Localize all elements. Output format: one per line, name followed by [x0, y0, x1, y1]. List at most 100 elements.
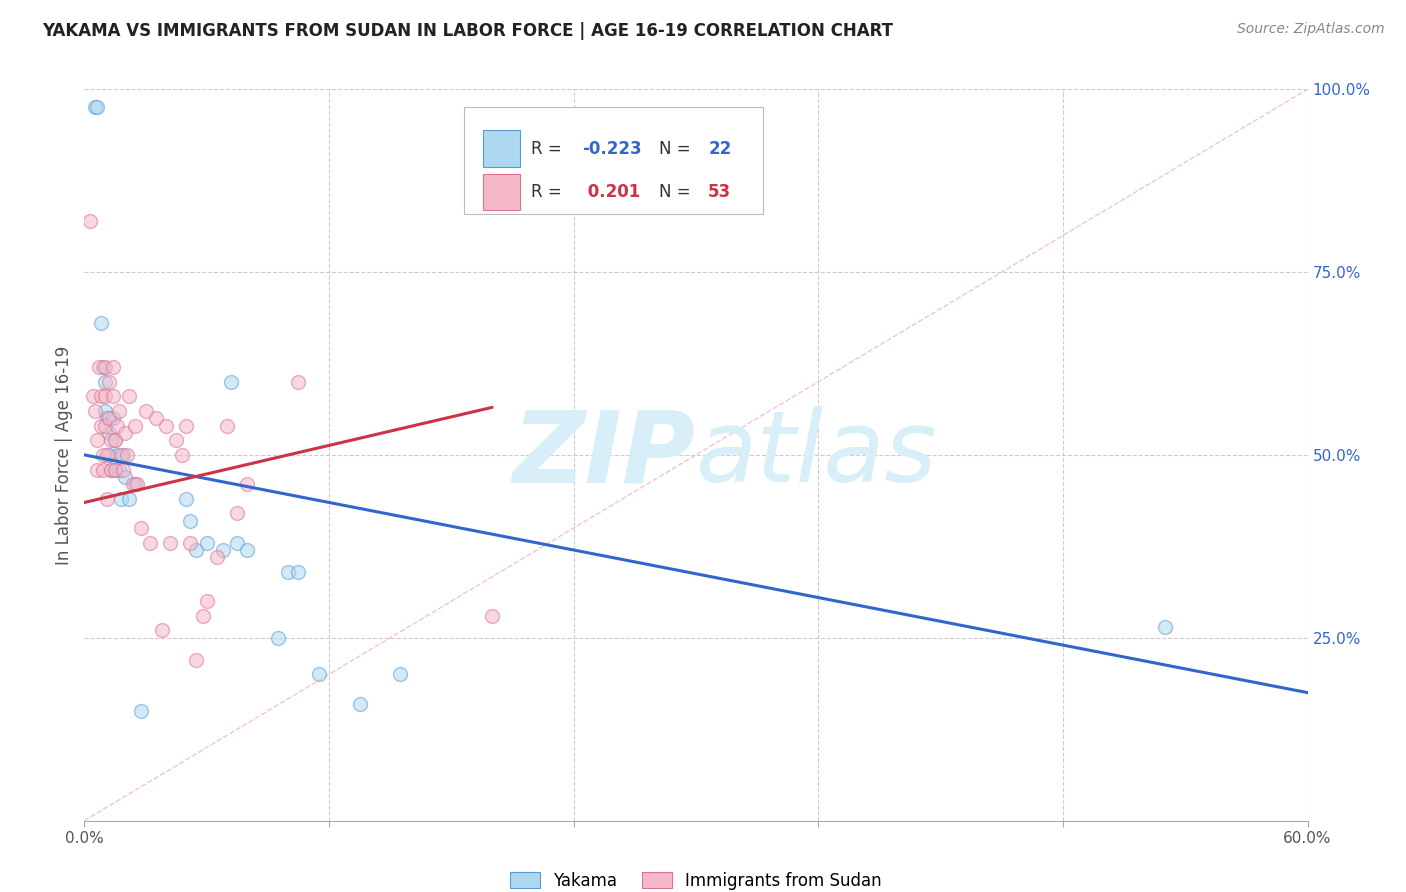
Point [86, 434, 108, 448]
Point [135, 404, 157, 418]
Point [112, 462, 135, 476]
Point [108, 404, 131, 418]
Text: Source: ZipAtlas.com: Source: ZipAtlas.com [1237, 22, 1385, 37]
Point [83, 101, 105, 115]
Text: 53: 53 [709, 183, 731, 201]
Point [101, 411, 124, 425]
Point [118, 389, 141, 403]
Point [124, 477, 146, 491]
Point [112, 448, 135, 462]
Point [93, 418, 117, 433]
Text: N =: N = [659, 140, 696, 158]
Point [179, 535, 201, 549]
Point [97, 448, 120, 462]
Point [104, 434, 127, 448]
Point [91, 360, 114, 375]
Point [131, 521, 153, 535]
Point [97, 411, 120, 425]
Point [176, 491, 198, 506]
Point [212, 543, 235, 558]
Point [86, 462, 108, 476]
Point [122, 477, 145, 491]
Point [101, 389, 124, 403]
Point [226, 535, 249, 549]
Point [172, 448, 194, 462]
Point [1154, 620, 1177, 634]
Text: R =: R = [531, 140, 567, 158]
Point [138, 535, 160, 549]
Point [127, 477, 149, 491]
Point [287, 565, 309, 579]
Point [219, 375, 242, 389]
Text: R =: R = [531, 183, 567, 201]
Point [96, 491, 118, 506]
Point [100, 434, 122, 448]
Legend: Yakama, Immigrants from Sudan: Yakama, Immigrants from Sudan [503, 865, 889, 892]
Point [236, 477, 259, 491]
Text: -0.223: -0.223 [582, 140, 641, 158]
Point [217, 418, 239, 433]
Point [79, 214, 101, 228]
Text: YAKAMA VS IMMIGRANTS FROM SUDAN IN LABOR FORCE | AGE 16-19 CORRELATION CHART: YAKAMA VS IMMIGRANTS FROM SUDAN IN LABOR… [42, 22, 893, 40]
Point [110, 491, 132, 506]
Point [191, 608, 214, 623]
Point [114, 425, 136, 440]
Point [100, 462, 122, 476]
Point [104, 462, 127, 476]
Point [155, 418, 177, 433]
Text: 0.201: 0.201 [582, 183, 641, 201]
Text: N =: N = [659, 183, 696, 201]
Point [91, 462, 114, 476]
Point [159, 535, 181, 549]
Point [349, 697, 371, 711]
Point [93, 375, 117, 389]
Point [150, 624, 173, 638]
Point [105, 448, 128, 462]
Point [145, 411, 167, 425]
Y-axis label: In Labor Force | Age 16-19: In Labor Force | Age 16-19 [55, 345, 73, 565]
Point [100, 462, 122, 476]
Point [97, 375, 120, 389]
Point [93, 389, 117, 403]
FancyBboxPatch shape [484, 130, 520, 167]
Point [91, 448, 114, 462]
Point [96, 411, 118, 425]
Point [90, 418, 112, 433]
Point [114, 470, 136, 484]
Point [104, 434, 127, 448]
Point [277, 565, 299, 579]
Point [108, 462, 131, 476]
Text: ZIP: ZIP [513, 407, 696, 503]
Point [83, 404, 105, 418]
Point [105, 418, 128, 433]
FancyBboxPatch shape [464, 108, 763, 213]
Point [267, 631, 290, 645]
Point [195, 594, 218, 608]
Point [96, 448, 118, 462]
Point [118, 491, 141, 506]
Point [82, 389, 104, 403]
Point [93, 360, 117, 375]
Point [186, 653, 208, 667]
Point [308, 667, 330, 681]
Point [176, 418, 198, 433]
Point [179, 514, 201, 528]
Point [87, 360, 110, 375]
Point [287, 375, 309, 389]
Point [86, 101, 108, 115]
Point [481, 608, 503, 623]
Point [115, 448, 138, 462]
Point [389, 667, 412, 681]
Point [90, 316, 112, 330]
Text: atlas: atlas [696, 407, 938, 503]
Point [205, 550, 228, 565]
Point [131, 704, 153, 718]
Point [101, 360, 124, 375]
Point [97, 425, 120, 440]
Point [124, 418, 146, 433]
Text: 22: 22 [709, 140, 731, 158]
Point [104, 462, 127, 476]
Point [226, 507, 249, 521]
Point [90, 389, 112, 403]
Point [165, 434, 187, 448]
